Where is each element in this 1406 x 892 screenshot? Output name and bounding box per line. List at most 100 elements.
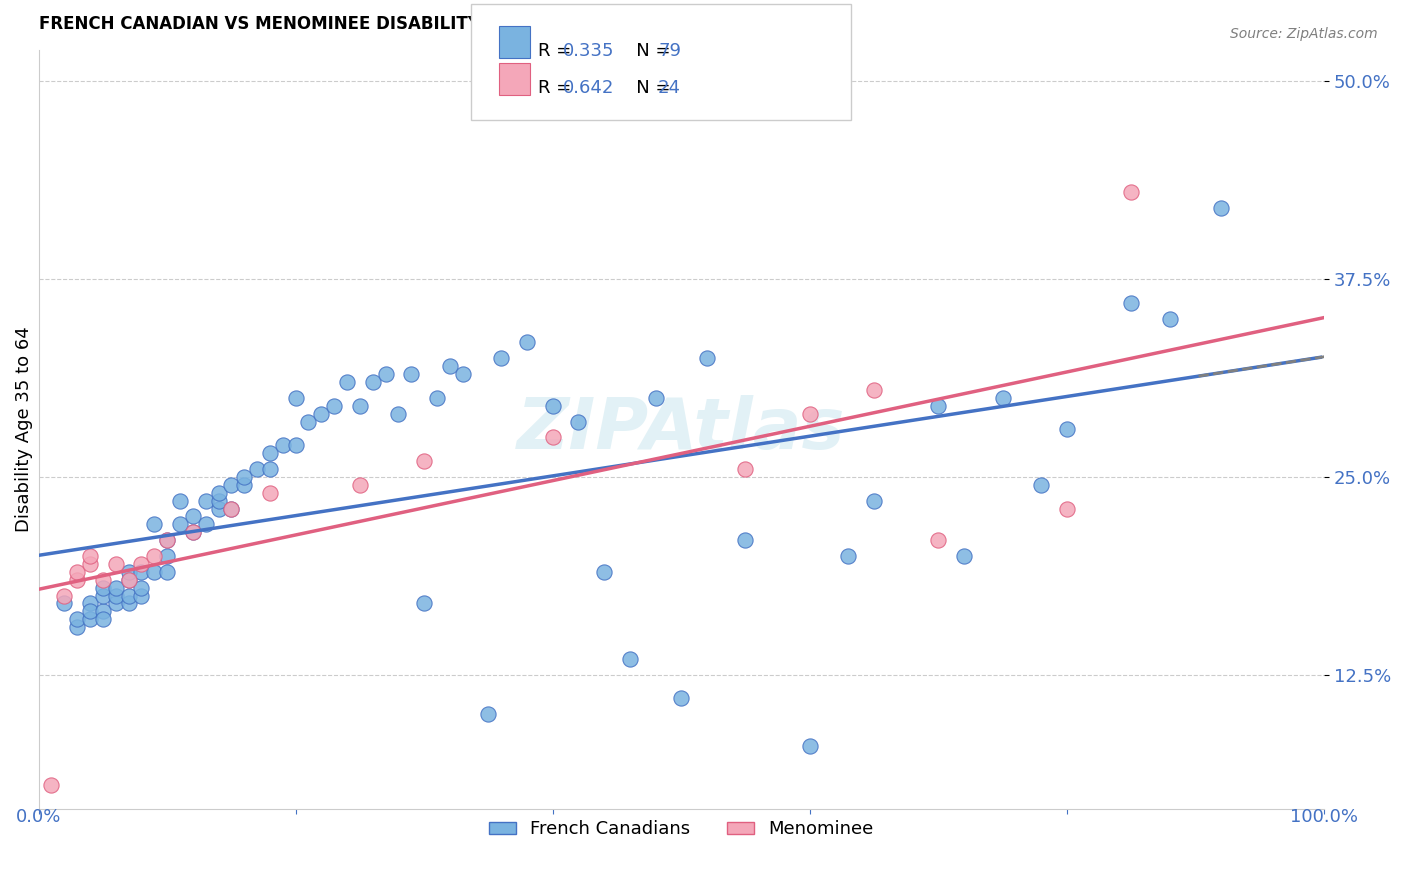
Point [233,470,256,484]
Point [91,581,114,595]
Text: 0.642: 0.642 [562,79,614,97]
Point [271,438,294,452]
Text: 79: 79 [658,42,681,60]
Point [207,501,229,516]
Point [259,462,281,476]
Point [734,462,756,476]
Text: 0.0%: 0.0% [15,807,62,826]
Point [131,589,153,603]
Point [221,478,243,492]
Point [863,493,886,508]
Point [66,612,89,626]
Point [53,589,76,603]
Point [799,407,821,421]
Point [311,407,333,421]
Point [66,565,89,579]
Point [156,549,179,563]
Point [799,739,821,753]
Point [1209,201,1232,215]
Point [619,652,641,666]
Point [104,581,127,595]
Point [117,565,139,579]
Point [863,383,886,397]
Text: ZIPAtlas: ZIPAtlas [517,395,845,464]
Point [131,557,153,571]
Point [66,620,89,634]
Point [259,485,281,500]
Point [644,391,666,405]
Point [91,573,114,587]
Point [156,533,179,548]
Point [671,691,693,706]
Point [79,557,101,571]
Point [439,359,461,374]
Point [156,533,179,548]
Point [1056,422,1078,436]
Point [451,367,474,381]
Point [169,493,191,508]
Text: FRENCH CANADIAN VS MENOMINEE DISABILITY AGE 35 TO 64 CORRELATION CHART: FRENCH CANADIAN VS MENOMINEE DISABILITY … [38,15,817,33]
Point [541,399,564,413]
Point [837,549,859,563]
Point [41,779,63,793]
Point [349,478,371,492]
Point [91,612,114,626]
Point [143,565,166,579]
Point [336,375,359,389]
Point [1159,311,1181,326]
Point [413,597,436,611]
Point [53,597,76,611]
Point [143,517,166,532]
Point [194,493,217,508]
Point [104,597,127,611]
Point [131,581,153,595]
Point [541,430,564,444]
Point [79,597,101,611]
Point [349,399,371,413]
Point [491,351,513,366]
Point [297,415,319,429]
Point [284,438,307,452]
Point [1056,501,1078,516]
Point [323,399,346,413]
Point [104,557,127,571]
Point [91,589,114,603]
Point [207,485,229,500]
Point [927,399,949,413]
Point [117,573,139,587]
Text: R =: R = [538,79,578,97]
Point [361,375,384,389]
Point [516,335,538,350]
Point [426,391,449,405]
Text: N =: N = [619,42,676,60]
Y-axis label: Disability Age 35 to 64: Disability Age 35 to 64 [15,326,32,533]
Point [259,446,281,460]
Point [696,351,718,366]
Point [233,478,256,492]
Point [477,707,499,722]
Point [953,549,976,563]
Text: 0.335: 0.335 [562,42,614,60]
Point [117,589,139,603]
Point [79,604,101,618]
Point [221,501,243,516]
Point [374,367,396,381]
Point [181,525,204,540]
Point [143,549,166,563]
Text: Source: ZipAtlas.com: Source: ZipAtlas.com [1230,27,1378,41]
Point [117,573,139,587]
Point [79,612,101,626]
Point [181,525,204,540]
Point [401,367,423,381]
Point [79,549,101,563]
Point [91,604,114,618]
Point [246,462,269,476]
Point [991,391,1014,405]
Point [221,501,243,516]
Point [413,454,436,468]
Point [1029,478,1052,492]
Point [207,493,229,508]
Point [284,391,307,405]
Text: N =: N = [619,79,676,97]
Point [194,517,217,532]
